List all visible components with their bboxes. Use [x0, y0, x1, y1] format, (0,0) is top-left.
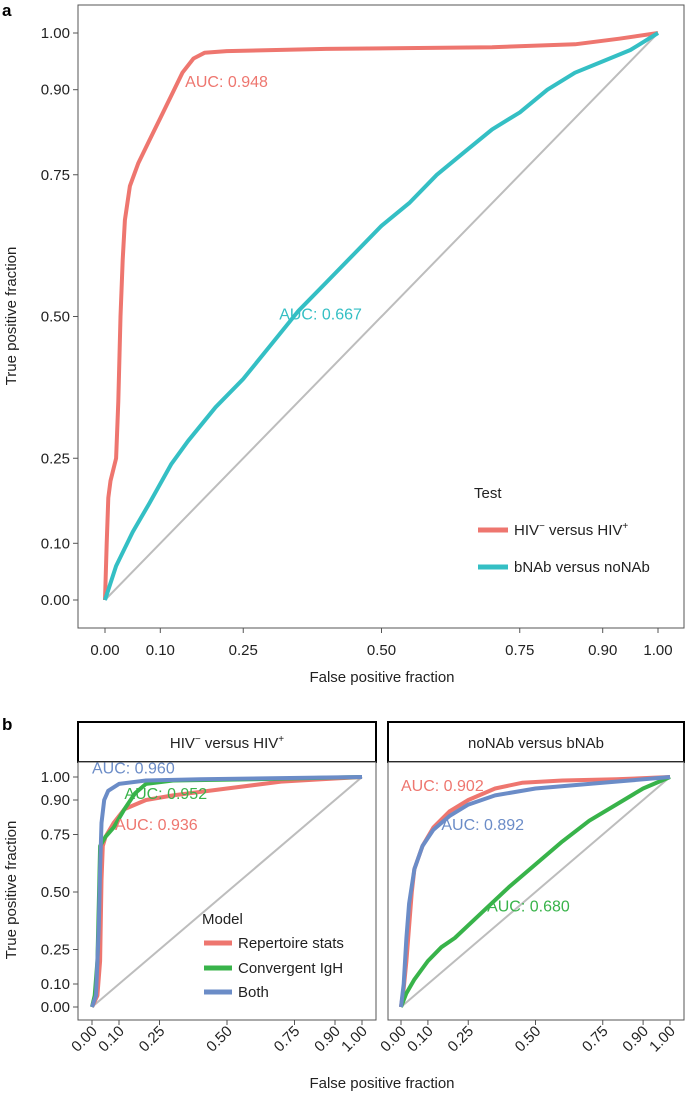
panel-a-legend-title: Test — [474, 485, 502, 502]
panel-b-strip-right-label: noNAb versus bNAb — [468, 735, 604, 752]
panel-b-legend-label-convergent: Convergent IgH — [238, 960, 343, 977]
panel-b-y-tick-label: 0.25 — [41, 942, 70, 959]
panel-b-strip-left-label: HIV− versus HIV+ — [170, 734, 284, 752]
panel-b-left-x-tick-label: 0.00 — [68, 1023, 101, 1056]
panel-a-y-tick-label: 0.50 — [41, 309, 70, 326]
panel-b-right-x-tick-label: 0.50 — [512, 1023, 545, 1056]
panel-b-right-x-tick-label: 0.90 — [619, 1023, 652, 1056]
panel-b-left-x-tick-label: 1.00 — [338, 1023, 371, 1056]
panel-b-right-x-tick-label: 0.25 — [444, 1023, 477, 1056]
panel-a-y-tick-label: 0.10 — [41, 535, 70, 552]
panel-a-auc-label-bnab: AUC: 0.667 — [279, 306, 362, 323]
panel-b-right-x-tick-label: 1.00 — [646, 1023, 679, 1056]
panel-b-right-auc-label-convergent-igh: AUC: 0.680 — [487, 899, 570, 916]
panel-a-legend-label-bnab: bNAb versus noNAb — [514, 559, 650, 576]
panel-b-legend-title: Model — [202, 911, 243, 928]
panel-a-x-tick-label: 0.90 — [588, 642, 617, 659]
panel-a-auc-label-hiv: AUC: 0.948 — [185, 74, 268, 91]
panel-a-letter: a — [2, 1, 12, 20]
panel-b-left-x-tick-label: 0.10 — [95, 1023, 128, 1056]
panel-b-legend-label-both: Both — [238, 984, 269, 1001]
panel-a-legend-label-hiv: HIV− versus HIV+ — [514, 521, 628, 539]
panel-b-left-diagonal-reference-line — [91, 776, 363, 1008]
panel-a-x-tick-label: 1.00 — [643, 642, 672, 659]
panel-a-y-tick-label: 1.00 — [41, 25, 70, 42]
panel-b-y-tick-label: 0.00 — [41, 999, 70, 1016]
panel-a-y-tick-label: 0.25 — [41, 450, 70, 467]
panel-a-x-tick-label: 0.50 — [367, 642, 396, 659]
panel-b-left-x-tick-label: 0.50 — [203, 1023, 236, 1056]
panel-b-right-roc-line-convergent-igh — [399, 775, 671, 1008]
panel-b-left-roc-line-both — [90, 775, 363, 1008]
panel-b-right-x-tick-label: 0.75 — [579, 1023, 612, 1056]
panel-b-strip-right — [387, 721, 685, 763]
panel-b-right-roc-line-both — [399, 775, 671, 1008]
panel-a-legend: Test HIV− versus HIV+ bNAb versus noNAb — [474, 485, 650, 576]
panel-b-right-diagonal-reference-line — [400, 776, 671, 1008]
panel-b-letter: b — [2, 715, 12, 734]
panel-b-left-x-tick-label: 0.25 — [136, 1023, 169, 1056]
panel-b-y-axis-label: True positive fraction — [3, 821, 20, 960]
panel-a: a 0.00 0.10 0.25 0.50 0.75 0.90 1.00 0.00 0.10 0… — [2, 1, 685, 686]
panel-b-right-x-tick-label: 0.00 — [377, 1023, 410, 1056]
panel-b-y-tick-label: 0.90 — [41, 792, 70, 809]
panel-b-right-x-tick-label: 0.10 — [404, 1023, 437, 1056]
panel-a-diagonal-reference-line — [104, 32, 659, 601]
panel-b-left-auc-label-repertoire-stats: AUC: 0.936 — [115, 817, 198, 834]
panel-a-y-tick-label: 0.75 — [41, 167, 70, 184]
panel-b-legend: Model Repertoire stats Convergent IgH Bo… — [202, 911, 344, 1001]
panel-a-roc-line-hiv — [103, 31, 659, 601]
panel-a-roc-line-bnab — [103, 31, 660, 601]
panel-b-legend-label-repertoire: Repertoire stats — [238, 935, 344, 952]
panel-a-y-axis-label: True positive fraction — [3, 247, 20, 386]
panel-b-left-x-tick-label: 0.90 — [311, 1023, 344, 1056]
panel-b-right-auc-label-repertoire-stats: AUC: 0.902 — [401, 778, 484, 795]
panel-b-x-axis-label: False positive fraction — [309, 1075, 454, 1092]
panel-b: b HIV− versus HIV+ noNAb versus bNAb AUC… — [2, 715, 685, 1092]
panel-a-y-tick-label: 0.00 — [41, 592, 70, 609]
panel-b-y-tick-label: 1.00 — [41, 769, 70, 786]
panel-a-x-axis-label: False positive fraction — [309, 669, 454, 686]
panel-b-left-x-tick-label: 0.75 — [271, 1023, 304, 1056]
panel-a-x-tick-label: 0.25 — [229, 642, 258, 659]
panel-a-y-tick-label: 0.90 — [41, 82, 70, 99]
panel-b-left-auc-label-both: AUC: 0.960 — [92, 761, 175, 778]
panel-a-x-tick-label: 0.75 — [505, 642, 534, 659]
panel-a-x-tick-label: 0.10 — [146, 642, 175, 659]
panel-b-y-tick-label: 0.75 — [41, 827, 70, 844]
panel-b-right-auc-label-both: AUC: 0.892 — [441, 817, 524, 834]
panel-b-left-auc-label-convergent-igh: AUC: 0.952 — [124, 786, 207, 803]
panel-b-y-tick-label: 0.10 — [41, 976, 70, 993]
panel-b-y-tick-label: 0.50 — [41, 884, 70, 901]
panel-a-x-tick-label: 0.00 — [90, 642, 119, 659]
